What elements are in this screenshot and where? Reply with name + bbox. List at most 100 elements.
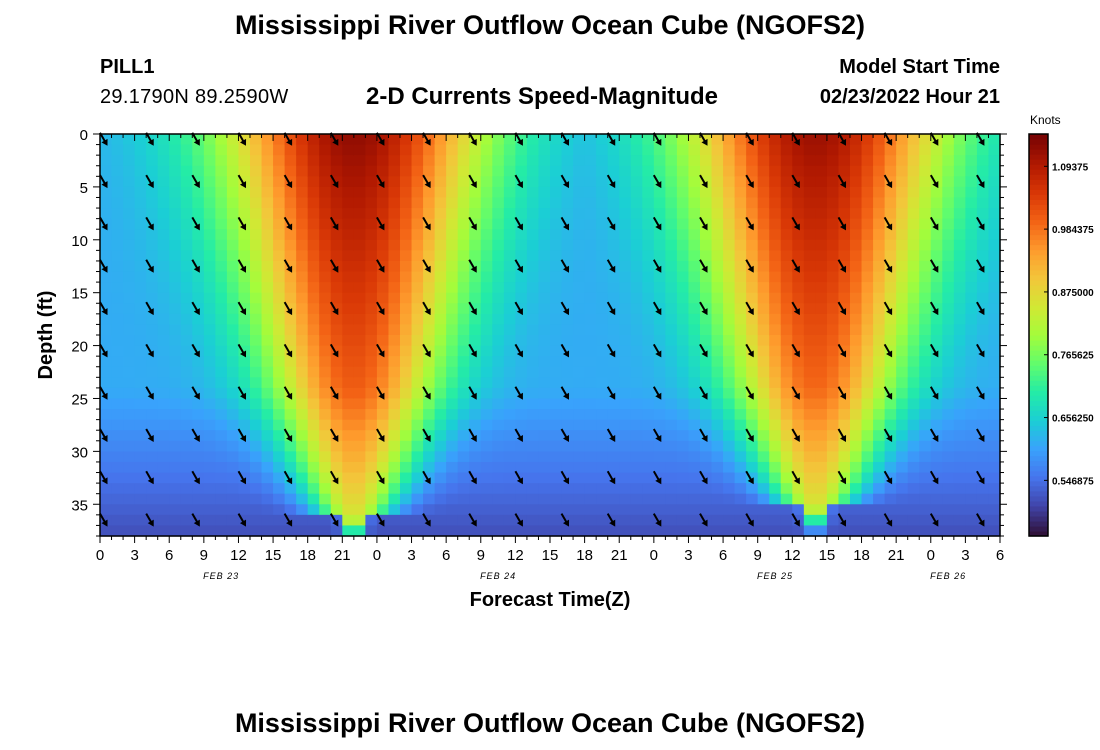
x-tick-label: 0 [927,547,935,564]
heatmap-cell [838,292,851,304]
heatmap-cell [157,218,170,230]
current-arrow-head [470,435,477,442]
current-arrow-head [793,138,800,146]
heatmap-cell [503,525,516,537]
heatmap-cell [815,440,828,452]
current-arrow [699,343,708,358]
heatmap-cell [157,197,170,209]
heatmap-cell [434,324,447,336]
heatmap-cell [400,303,413,315]
heatmap-cell [353,218,366,230]
heatmap-cell [734,335,747,347]
heatmap-cell [353,440,366,452]
colorbar-segment [1029,395,1048,401]
heatmap-cell [792,208,805,220]
current-arrow [329,470,339,485]
heatmap-cell [365,387,378,400]
heatmap-cell [100,387,113,400]
heatmap-cell [746,218,759,230]
current-arrow-head [793,223,800,231]
heatmap-cell [630,387,643,400]
heatmap-cell [203,430,216,442]
heatmap-cell [642,292,655,304]
heatmap-cell [423,292,436,304]
heatmap-cell [273,419,286,431]
heatmap-cell [226,229,240,241]
heatmap-cell [307,504,320,516]
heatmap-cell [296,366,309,378]
heatmap-cell [653,155,666,167]
heatmap-cell [388,504,401,516]
heatmap-cell [238,356,251,368]
heatmap-cell [653,398,666,410]
heatmap-cell [803,440,816,452]
current-arrow [514,513,523,527]
heatmap-cell [976,409,990,421]
heatmap-cell [411,155,424,167]
heatmap-cell [123,176,136,188]
heatmap-cell [411,525,424,537]
heatmap-cell [515,493,528,505]
colorbar-segment [1029,525,1048,532]
heatmap-cell [873,165,886,177]
heatmap-cell [146,144,159,156]
current-arrow-head [793,181,800,189]
current-arrow-head [701,308,708,316]
heatmap-cell [515,229,528,241]
heatmap-cell [342,398,355,410]
heatmap-cell [723,208,736,220]
heatmap-cell [284,409,297,421]
heatmap-cell [261,271,274,283]
heatmap-cell [411,493,424,505]
heatmap-cell [550,197,563,209]
heatmap-cell [884,504,897,516]
heatmap-cell [953,409,966,421]
current-arrow [606,386,616,400]
heatmap-cell [192,483,205,495]
heatmap-cell [250,345,263,357]
colorbar-segment [1029,204,1048,210]
heatmap-cell [157,525,170,537]
heatmap-cell [919,451,932,463]
current-arrow [468,513,477,527]
heatmap-cell [942,525,955,537]
heatmap-cell [261,303,274,315]
heatmap-cell [550,472,563,484]
heatmap-cell [515,239,528,251]
current-arrow-head [286,265,293,273]
heatmap-cell [653,430,666,442]
heatmap-cell [803,303,816,315]
heatmap-cell [157,303,170,315]
current-arrow [560,513,570,527]
heatmap-cell [723,303,736,315]
heatmap-cell [376,440,390,452]
heatmap-cell [469,292,482,304]
heatmap-cell [700,356,713,368]
heatmap-cell [642,493,655,505]
heatmap-cell [480,345,493,357]
heatmap-cell [780,197,793,209]
heatmap-cell [296,398,309,410]
heatmap-cell [873,409,886,421]
heatmap-cell [169,303,182,315]
heatmap-cell [469,229,482,241]
heatmap-cell [780,186,793,199]
heatmap-cell [711,451,724,463]
heatmap-cell [792,440,805,452]
heatmap-cell [296,504,309,516]
heatmap-cell [203,440,216,452]
heatmap-cell [942,451,955,463]
heatmap-cell [619,419,632,431]
heatmap-cell [226,176,240,188]
heatmap-cell [815,282,828,294]
heatmap-cell [930,472,943,484]
heatmap-cell [134,493,147,505]
heatmap-cell [803,324,816,336]
heatmap-cell [538,250,551,262]
heatmap-cell [757,493,770,505]
heatmap-cell [261,398,274,410]
heatmap-cell [723,155,736,167]
heatmap-cell [238,197,251,209]
heatmap-cell [630,292,643,304]
heatmap-cell [446,356,459,368]
